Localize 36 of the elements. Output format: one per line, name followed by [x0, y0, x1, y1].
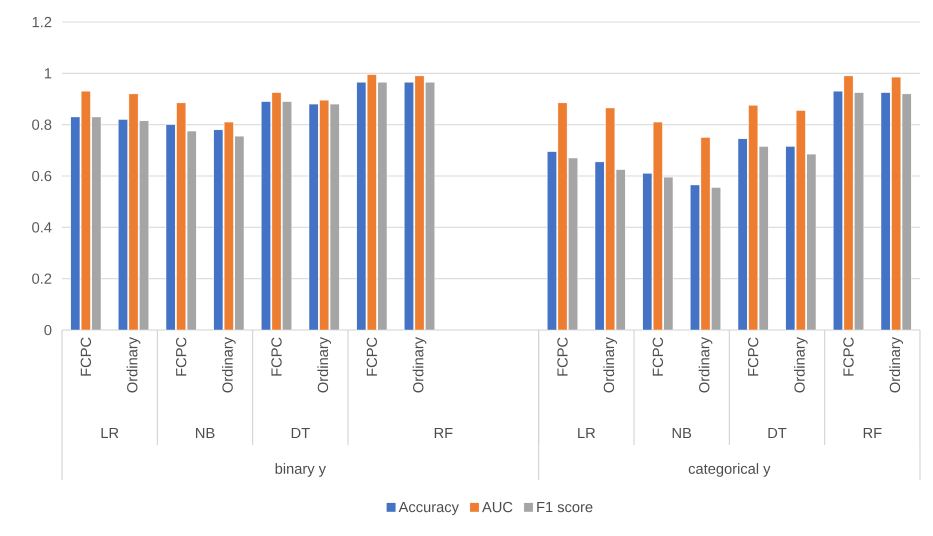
text: DT [292, 428, 310, 438]
x-tick-label: FCPC [652, 337, 664, 376]
text: NB [196, 428, 214, 438]
x-tick-label: Ordinary [222, 336, 236, 392]
y-tick-label: 1 [44, 68, 52, 78]
text: LR [102, 428, 118, 438]
legend-label: Accuracy [398, 502, 459, 516]
y-tick-label: 0.6 [32, 170, 52, 182]
x-tick-label: FCPC [271, 337, 282, 376]
text: LR [578, 428, 596, 438]
x-tick-label: Ordinary [794, 336, 808, 392]
y-tick-label: 0 [44, 324, 52, 336]
y-tick-label: 0.4 [32, 222, 52, 233]
x-tick-label: Ordinary [698, 336, 712, 392]
x-tick-label: FCPC [80, 337, 92, 376]
text: binary y [276, 463, 326, 477]
x-tick-label: FCPC [843, 337, 854, 376]
x-tick-label: Ordinary [889, 336, 903, 392]
x-tick-label: Ordinary [603, 336, 617, 392]
x-tick-label: FCPC [748, 337, 758, 376]
x-tick-label: Ordinary [412, 336, 426, 392]
x-tick-label: FCPC [176, 337, 186, 376]
text: DT [768, 428, 786, 438]
text: categorical y [688, 463, 770, 477]
legend-label: AUC [482, 502, 512, 512]
y-tick-label: 0.8 [32, 119, 52, 130]
x-tick-label: FCPC [366, 337, 378, 376]
text: RF [434, 428, 453, 438]
y-tick-label: 1.2 [32, 16, 52, 28]
x-tick-label: Ordinary [317, 336, 331, 392]
text: NB [672, 428, 692, 438]
y-tick-label: 0.2 [32, 273, 52, 284]
x-tick-label: FCPC [557, 337, 568, 376]
legend-label: F1 score [537, 502, 592, 512]
x-tick-label: Ordinary [126, 336, 140, 392]
text: RF [864, 428, 882, 438]
